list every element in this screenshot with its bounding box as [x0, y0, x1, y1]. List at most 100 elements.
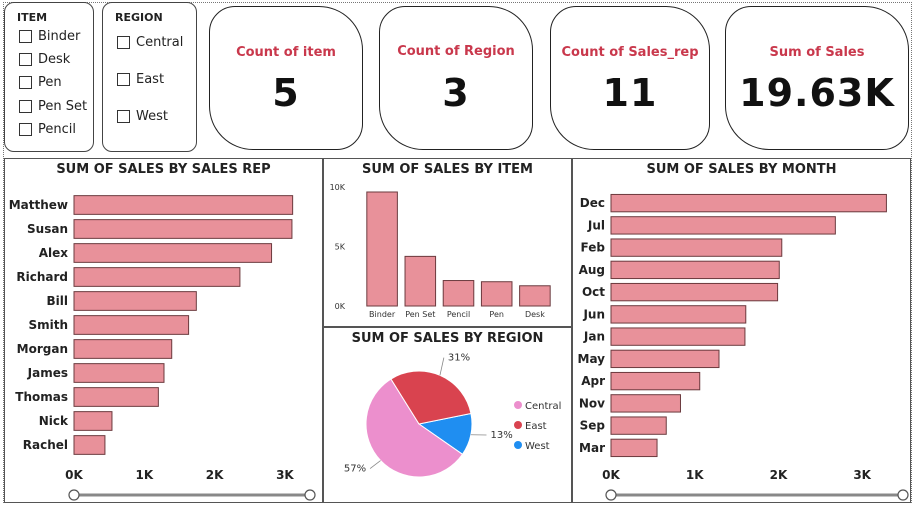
kpi-card-count-item: Count of item 5 [209, 6, 363, 150]
bar [73, 315, 190, 335]
bar [519, 285, 551, 307]
chart-sales-by-region: SUM OF SALES BY REGION 13% 57% 31% Central E… [323, 327, 572, 503]
category-label: Matthew [9, 198, 68, 212]
bar [73, 363, 165, 383]
x-category-label: Pen [489, 310, 504, 319]
legend-label: Central [525, 401, 561, 412]
chart-sales-by-month: SUM OF SALES BY MONTH Dec Jul Feb Aug Oct Jun… [572, 158, 911, 503]
pie-slice-central [365, 378, 464, 478]
category-label: Nov [579, 396, 605, 410]
month-bar-chart: Dec Jul Feb Aug Oct Jun Jan May Apr Nov Sep Mar 0K 1K… [578, 193, 909, 501]
kpi-label: Count of item [236, 45, 336, 60]
bar [610, 438, 658, 458]
region-pie-chart: 13% 57% 31% Central East West [344, 353, 561, 478]
category-label: Oct [582, 285, 605, 299]
bar [610, 416, 667, 435]
bar [73, 387, 159, 407]
region-slicer: REGION Central East West [102, 2, 197, 152]
category-label: James [27, 366, 68, 380]
item-option-pen-set[interactable]: Pen Set [19, 99, 87, 114]
bar [610, 193, 887, 213]
checkbox-icon[interactable] [19, 53, 32, 66]
chart-title: SUM OF SALES BY REGION [351, 331, 544, 346]
kpi-card-count-region: Count of Region 3 [379, 6, 533, 150]
slider-handle-right [304, 489, 316, 501]
item-bar-chart: 0K 5K 10K Binder Pen Set Pencil Pen Desk [330, 183, 551, 319]
x-tick-label: 1K [135, 468, 153, 482]
bar [610, 260, 780, 280]
item-option-binder[interactable]: Binder [19, 29, 80, 44]
bar [442, 280, 475, 307]
x-category-label: Pen Set [405, 310, 435, 319]
bar [73, 435, 106, 455]
bar [73, 243, 273, 263]
bar [610, 282, 779, 302]
category-label: Bill [47, 294, 69, 308]
bar [404, 255, 437, 307]
checkbox-icon[interactable] [19, 123, 32, 136]
bar [73, 267, 241, 287]
category-label: Morgan [17, 342, 68, 356]
bar [366, 191, 398, 307]
category-label: Apr [581, 374, 605, 388]
category-label: Alex [39, 246, 69, 260]
bar [610, 371, 701, 391]
checkbox-icon[interactable] [19, 30, 32, 43]
kpi-card-sum-sales: Sum of Sales 19.63K [725, 6, 909, 150]
chart-title: SUM OF SALES BY MONTH [646, 162, 837, 177]
item-option-pencil[interactable]: Pencil [19, 122, 76, 137]
chart-title: SUM OF SALES BY SALES REP [56, 162, 271, 177]
bar [73, 411, 113, 431]
pie-leader-line [369, 460, 381, 469]
checkbox-icon[interactable] [117, 36, 130, 49]
chart-sales-by-item: SUM OF SALES BY ITEM 0K 5K 10K Binder Pen Se… [323, 158, 572, 327]
category-label: Jul [587, 218, 605, 232]
bar [73, 195, 294, 215]
legend-marker [514, 401, 522, 409]
category-label: Nick [39, 414, 69, 428]
bar [610, 216, 836, 235]
checkbox-icon[interactable] [117, 73, 130, 86]
pie-data-label: 13% [490, 430, 512, 441]
item-option-pen[interactable]: Pen [19, 75, 62, 90]
category-label: Richard [16, 270, 68, 284]
region-option-east[interactable]: East [117, 72, 164, 87]
category-label: Jun [582, 307, 605, 321]
kpi-value: 11 [602, 71, 658, 115]
category-label: Thomas [15, 390, 68, 404]
slider-handle-right [897, 489, 909, 501]
x-category-label: Binder [369, 310, 396, 319]
category-label: Jan [583, 330, 605, 344]
checkbox-icon[interactable] [19, 100, 32, 113]
bar [610, 394, 681, 413]
region-option-central[interactable]: Central [117, 35, 183, 50]
item-option-desk[interactable]: Desk [19, 52, 70, 67]
kpi-value: 5 [272, 71, 300, 115]
bar [73, 291, 197, 311]
bar [480, 281, 513, 307]
kpi-value: 19.63K [739, 71, 895, 115]
region-option-west[interactable]: West [117, 109, 168, 124]
bar [610, 349, 720, 369]
kpi-value: 3 [442, 71, 470, 115]
category-label: Sep [580, 419, 606, 433]
legend-label: East [525, 421, 547, 432]
pie-leader-line [439, 357, 445, 376]
category-label: Mar [579, 441, 605, 455]
bar [73, 339, 173, 359]
chart-sales-by-rep: SUM OF SALES BY SALES REP Matthew Susan Al… [4, 158, 323, 503]
legend-label: West [525, 441, 550, 452]
pie-data-label: 31% [448, 353, 470, 364]
category-label: Dec [580, 196, 605, 210]
category-label: Smith [28, 318, 68, 332]
kpi-label: Count of Sales_rep [561, 45, 699, 60]
region-slicer-title: REGION [115, 11, 163, 24]
x-category-label: Desk [525, 310, 545, 319]
legend-marker [514, 441, 522, 449]
legend-marker [514, 421, 522, 429]
checkbox-icon[interactable] [117, 110, 130, 123]
checkbox-icon[interactable] [19, 76, 32, 89]
kpi-card-count-sales-rep: Count of Sales_rep 11 [550, 6, 710, 150]
pie-data-label: 57% [344, 464, 366, 475]
category-label: Susan [27, 222, 68, 236]
